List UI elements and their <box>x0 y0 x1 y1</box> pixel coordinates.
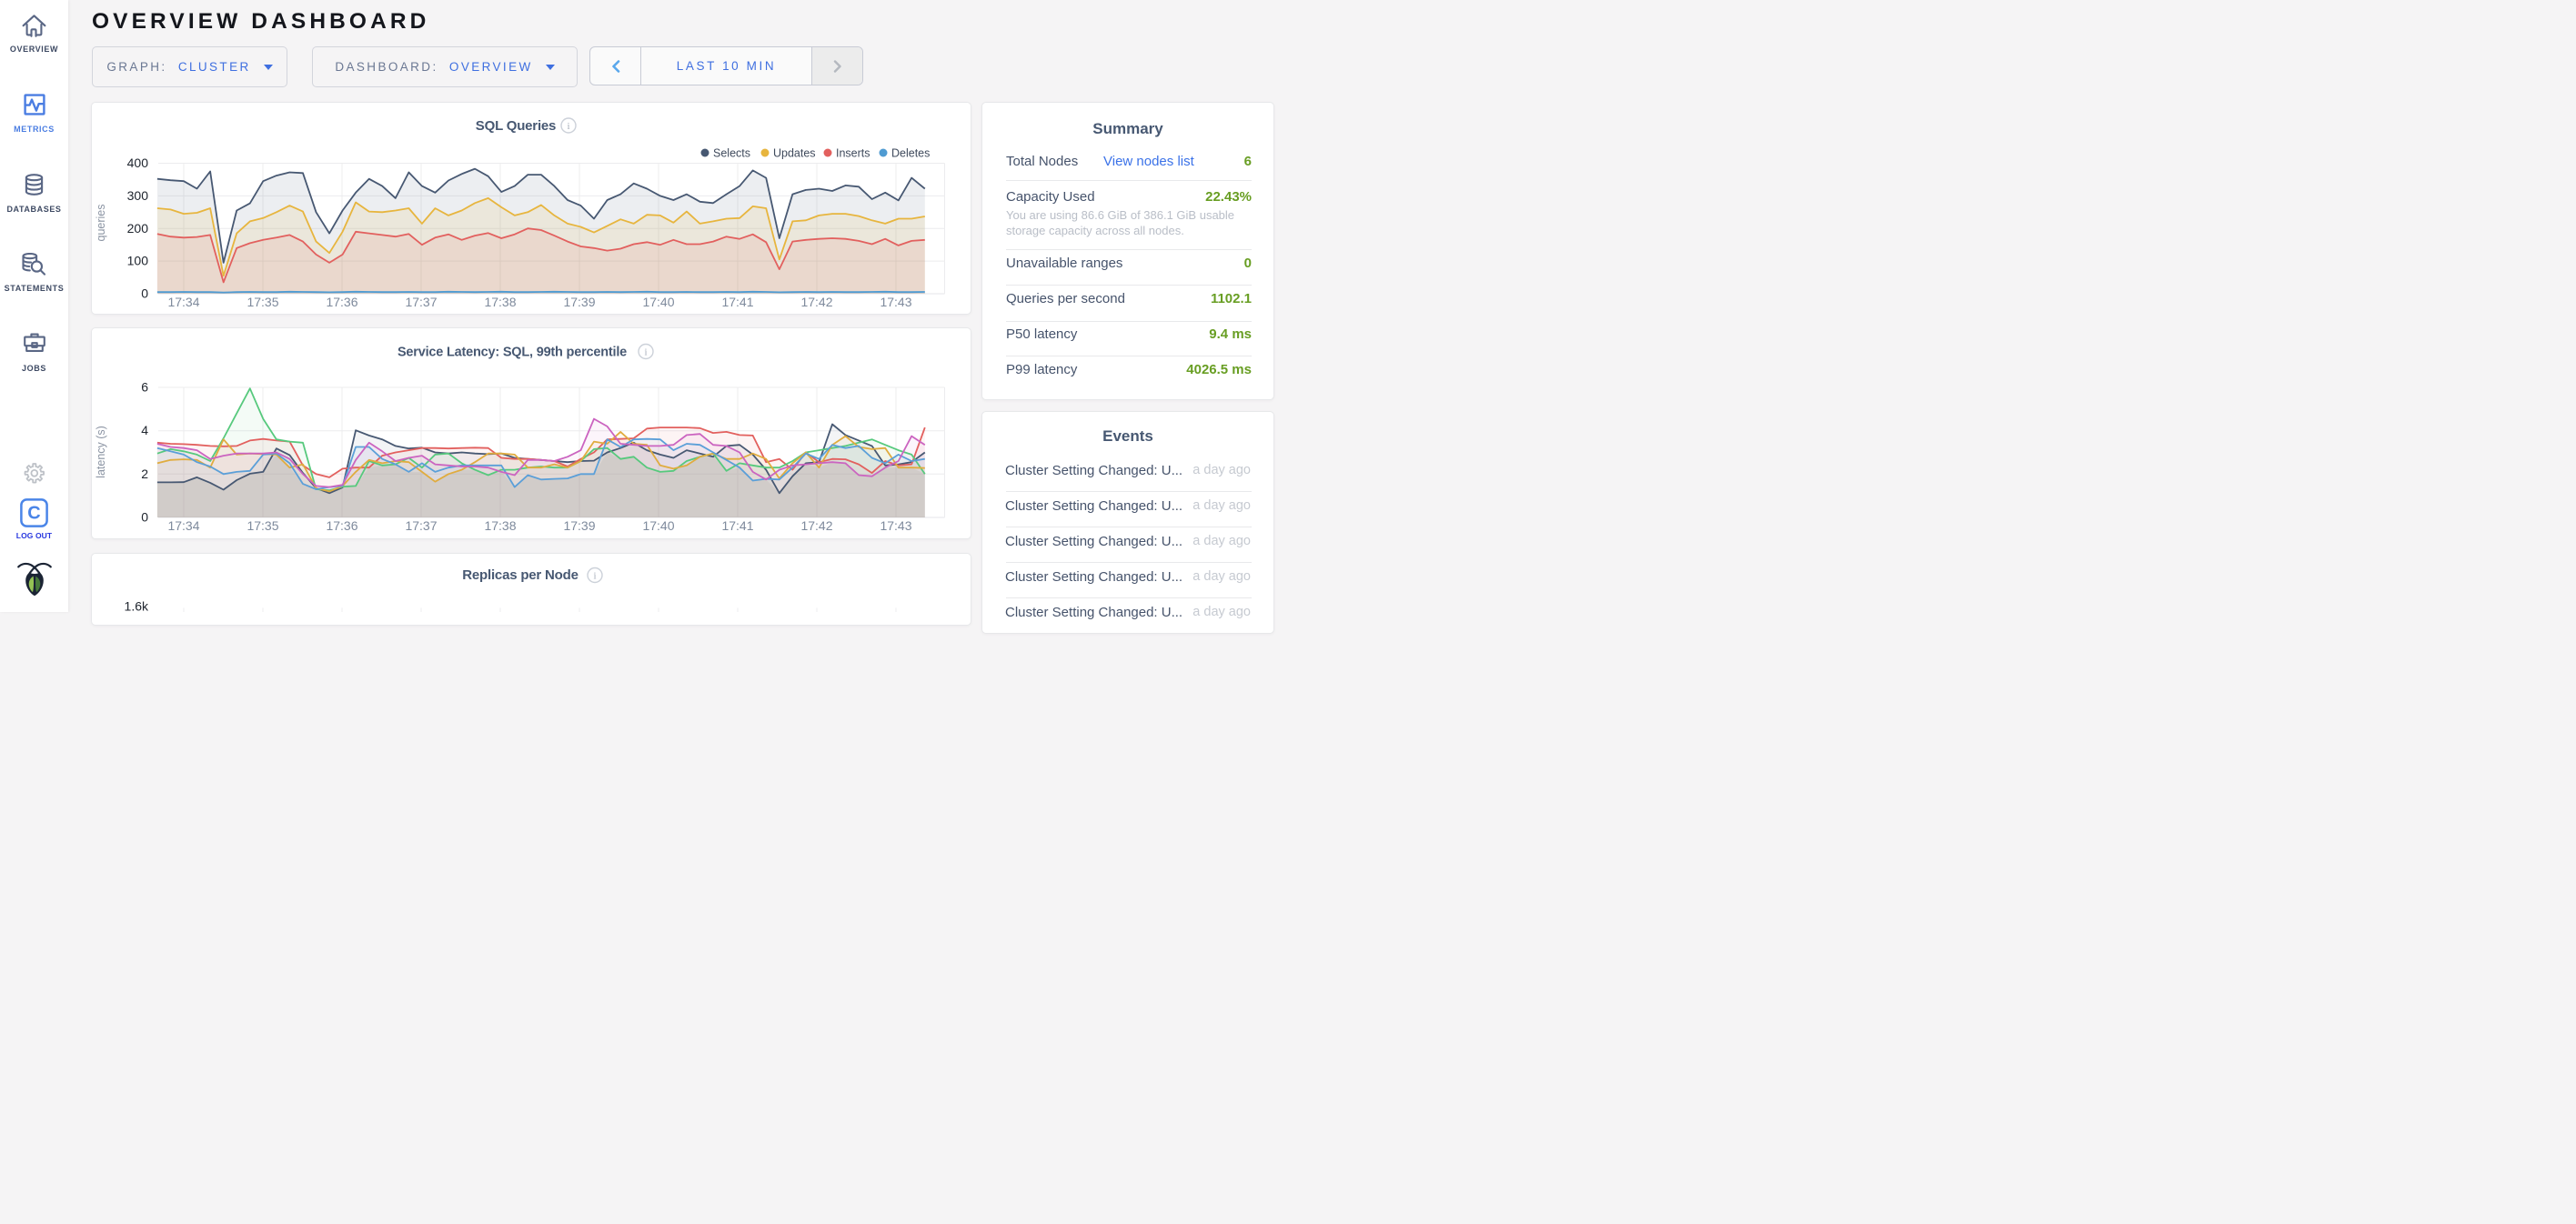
svg-text:0: 0 <box>141 286 148 301</box>
svg-text:C: C <box>27 504 40 524</box>
svg-text:i: i <box>644 346 647 357</box>
svg-text:17:43: 17:43 <box>880 295 911 309</box>
svg-text:queries: queries <box>95 205 107 242</box>
svg-text:17:36: 17:36 <box>326 295 357 309</box>
svg-text:Selects: Selects <box>713 147 750 160</box>
svg-text:17:37: 17:37 <box>405 295 437 309</box>
svg-text:4: 4 <box>141 423 148 437</box>
svg-text:17:38: 17:38 <box>484 518 516 533</box>
svg-text:200: 200 <box>127 221 149 236</box>
svg-text:Inserts: Inserts <box>836 147 870 160</box>
svg-text:17:39: 17:39 <box>563 518 595 533</box>
svg-text:17:40: 17:40 <box>642 518 674 533</box>
svg-text:Service Latency: SQL, 99th per: Service Latency: SQL, 99th percentile <box>397 346 627 360</box>
svg-text:0: 0 <box>141 510 148 525</box>
svg-text:100: 100 <box>127 254 149 268</box>
svg-text:Updates: Updates <box>773 147 816 160</box>
svg-text:Deletes: Deletes <box>891 147 930 160</box>
svg-text:17:37: 17:37 <box>405 518 437 533</box>
svg-text:17:41: 17:41 <box>721 518 753 533</box>
svg-text:6: 6 <box>141 380 148 395</box>
svg-text:17:39: 17:39 <box>563 295 595 309</box>
svg-text:17:42: 17:42 <box>800 518 832 533</box>
svg-text:latency (s): latency (s) <box>95 426 107 478</box>
svg-text:1.6k: 1.6k <box>125 599 149 613</box>
svg-text:17:34: 17:34 <box>167 295 199 309</box>
svg-text:17:42: 17:42 <box>800 295 832 309</box>
svg-text:17:38: 17:38 <box>484 295 516 309</box>
svg-text:17:43: 17:43 <box>880 518 911 533</box>
svg-text:17:40: 17:40 <box>642 295 674 309</box>
svg-text:Replicas per Node: Replicas per Node <box>462 567 578 583</box>
svg-text:17:36: 17:36 <box>326 518 357 533</box>
svg-text:i: i <box>593 570 596 581</box>
svg-text:17:41: 17:41 <box>721 295 753 309</box>
svg-text:400: 400 <box>127 156 149 170</box>
svg-text:17:34: 17:34 <box>167 518 199 533</box>
svg-text:2: 2 <box>141 467 148 481</box>
svg-text:SQL Queries: SQL Queries <box>476 118 556 134</box>
svg-text:17:35: 17:35 <box>247 295 278 309</box>
svg-text:17:35: 17:35 <box>247 518 278 533</box>
svg-text:i: i <box>567 121 569 132</box>
svg-text:300: 300 <box>127 188 149 203</box>
